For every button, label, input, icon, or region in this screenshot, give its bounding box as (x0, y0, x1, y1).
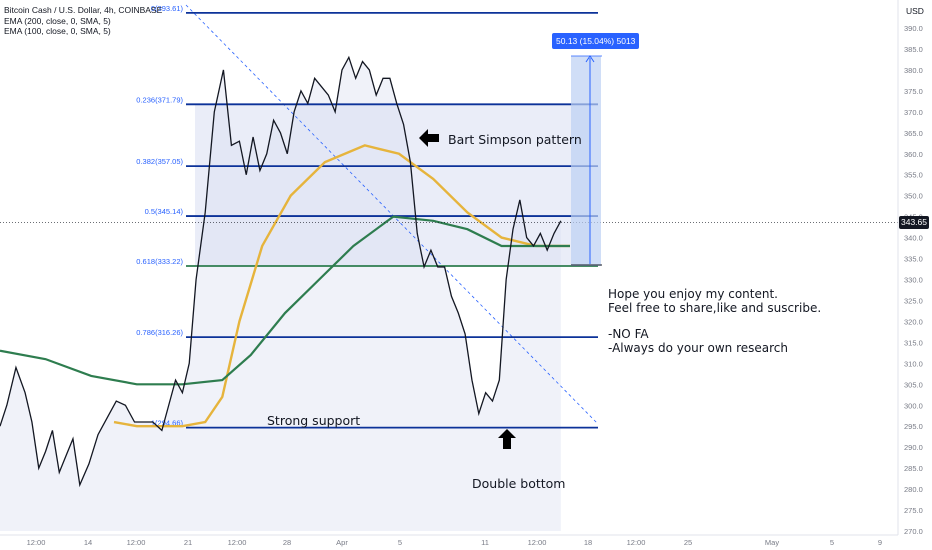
x-tick-0: 12:00 (27, 538, 46, 547)
y-tick-300: 300.0 (904, 401, 923, 410)
note-line-2: Feel free to share,like and suscribe. (608, 301, 822, 315)
y-tick-275: 275.0 (904, 506, 923, 515)
fib-label-5: 0.786(316.26) (136, 328, 183, 337)
y-tick-350: 350.0 (904, 192, 923, 201)
y-tick-325: 325.0 (904, 296, 923, 305)
ema-100-line (113, 144, 570, 428)
x-tick-15: 9 (878, 538, 882, 547)
fib-label-4: 0.618(333.22) (136, 257, 183, 266)
legend-ema-200: EMA (200, close, 0, SMA, 5) (4, 15, 111, 26)
x-tick-11: 12:00 (627, 538, 646, 547)
x-tick-14: 5 (830, 538, 834, 547)
x-axis-panel (0, 535, 898, 550)
x-tick-1: 14 (84, 538, 92, 547)
measure-box (571, 56, 601, 266)
fib-label-2: 0.382(357.05) (136, 157, 183, 166)
x-tick-10: 18 (584, 538, 592, 547)
y-tick-340: 340.0 (904, 234, 923, 243)
y-tick-385: 385.0 (904, 45, 923, 54)
double-bottom-label: Double bottom (472, 476, 566, 491)
x-tick-9: 12:00 (528, 538, 547, 547)
current-price-tag: 343.65 (899, 216, 929, 229)
y-tick-375: 375.0 (904, 87, 923, 96)
y-tick-320: 320.0 (904, 317, 923, 326)
ema-200-line (0, 215, 570, 386)
y-tick-355: 355.0 (904, 171, 923, 180)
y-tick-370: 370.0 (904, 108, 923, 117)
fib-label-6: 1(294.66) (151, 419, 184, 428)
y-tick-290: 290.0 (904, 443, 923, 452)
legend-symbol-title: Bitcoin Cash / U.S. Dollar, 4h, COINBASE (4, 5, 163, 15)
x-tick-13: May (765, 538, 779, 547)
price-area-fill (0, 57, 561, 531)
measure-label: 50.13 (15.04%) 5013 (552, 33, 640, 49)
arrow-left-icon (419, 129, 439, 147)
x-tick-2: 12:00 (127, 538, 146, 547)
x-tick-8: 11 (481, 538, 489, 547)
chart-legend: Bitcoin Cash / U.S. Dollar, 4h, COINBASE… (4, 5, 162, 37)
note-line-4: -Always do your own research (608, 341, 789, 355)
note-line-3: -NO FA (608, 327, 649, 341)
x-tick-3: 21 (184, 538, 192, 547)
y-tick-330: 330.0 (904, 276, 923, 285)
y-tick-335: 335.0 (904, 255, 923, 264)
fib-label-0: 0(393.61) (151, 4, 184, 13)
price-line (0, 55, 562, 488)
y-tick-280: 280.0 (904, 485, 923, 494)
y-tick-315: 315.0 (904, 338, 923, 347)
x-tick-6: Apr (336, 538, 348, 547)
author-note: Hope you enjoy my content. Feel free to … (608, 287, 821, 355)
currency-label[interactable]: USD (906, 6, 924, 16)
x-tick-4: 12:00 (228, 538, 247, 547)
y-tick-285: 285.0 (904, 464, 923, 473)
x-tick-5: 28 (283, 538, 291, 547)
y-tick-310: 310.0 (904, 359, 923, 368)
y-tick-360: 360.0 (904, 150, 923, 159)
y-tick-380: 380.0 (904, 66, 923, 75)
y-axis-panel (898, 0, 932, 550)
bart-simpson-label: Bart Simpson pattern (448, 132, 582, 147)
y-tick-365: 365.0 (904, 129, 923, 138)
x-tick-7: 5 (398, 538, 402, 547)
y-tick-270: 270.0 (904, 527, 923, 536)
diagonal-trendline (185, 4, 599, 425)
note-line-1: Hope you enjoy my content. (608, 287, 778, 301)
y-tick-390: 390.0 (904, 24, 923, 33)
fib-label-3: 0.5(345.14) (145, 207, 184, 216)
x-tick-12: 25 (684, 538, 692, 547)
y-tick-305: 305.0 (904, 380, 923, 389)
fib-zone-fill (195, 104, 590, 267)
legend-ema-100: EMA (100, close, 0, SMA, 5) (4, 26, 111, 36)
fib-label-1: 0.236(371.79) (136, 95, 183, 104)
strong-support-label: Strong support (267, 413, 361, 428)
y-tick-295: 295.0 (904, 422, 923, 431)
arrow-up-icon (498, 429, 516, 449)
